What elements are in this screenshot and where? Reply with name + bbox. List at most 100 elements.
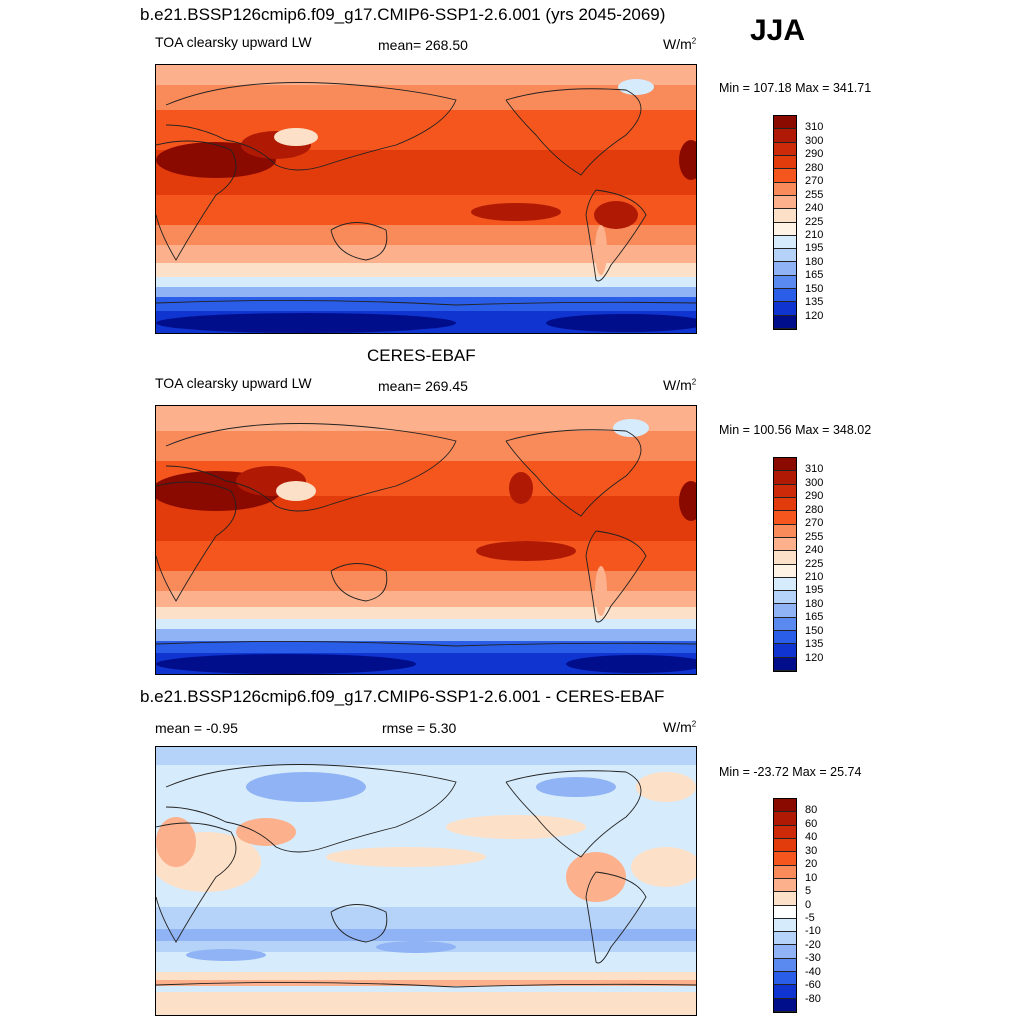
colorbar-swatch	[774, 865, 796, 879]
coastline-south-america	[585, 189, 647, 282]
colorbar-swatch	[774, 289, 796, 303]
panel-2-minmax-label: Min = 100.56 Max = 348.02	[719, 423, 872, 437]
panel-1-colorbar	[773, 115, 797, 330]
map-band	[156, 619, 696, 629]
colorbar-swatch	[774, 524, 796, 538]
coastline-eurasia	[165, 764, 457, 853]
colorbar-tick-label: 300	[805, 134, 824, 147]
colorbar-swatch	[774, 591, 796, 605]
colorbar-tick-label: 135	[805, 638, 824, 651]
coastline-australia	[330, 222, 388, 261]
cool-spot-greenland	[618, 79, 654, 95]
colorbar-tick-label: 195	[805, 584, 824, 597]
colorbar-tick-label: -5	[805, 911, 815, 924]
hot-spot-pacific	[476, 541, 576, 561]
colorbar-tick-label: 0	[805, 898, 812, 911]
panel-1-map	[155, 64, 697, 334]
colorbar-swatch	[774, 617, 796, 632]
colorbar-swatch	[774, 116, 796, 130]
cool-patch	[246, 772, 366, 802]
colorbar-tick-label: 270	[805, 175, 824, 188]
colorbar-tick-label: 255	[805, 530, 824, 543]
colorbar-tick-label: 150	[805, 624, 824, 637]
coastline-antarctica	[156, 299, 696, 306]
colorbar-tick-label: 310	[805, 463, 824, 476]
cool-spot-tibet	[276, 481, 316, 501]
cool-patch	[186, 949, 266, 961]
colorbar-tick-label: -20	[805, 938, 821, 951]
colorbar-swatch	[774, 945, 796, 959]
colorbar-swatch	[774, 644, 796, 658]
colorbar-tick-label: 290	[805, 490, 824, 503]
colorbar-tick-label: -10	[805, 925, 821, 938]
colorbar-swatch	[774, 799, 796, 813]
coastline-north-america	[505, 770, 642, 858]
colorbar-tick-label: 20	[805, 858, 818, 871]
warm-patch	[636, 772, 696, 802]
deep-cold-antarctica	[566, 655, 696, 673]
colorbar-tick-label: 280	[805, 161, 824, 174]
colorbar-swatch	[774, 998, 796, 1012]
map-band	[156, 225, 696, 245]
colorbar-tick-label: 240	[805, 202, 824, 215]
map-band	[156, 980, 696, 986]
colorbar-swatch	[774, 905, 796, 919]
colorbar-swatch	[774, 275, 796, 290]
map-band	[156, 929, 696, 941]
coastlines	[156, 764, 696, 988]
coastline-eurasia	[165, 82, 457, 171]
map-band	[156, 263, 696, 277]
panel-3-rmse-label: rmse = 5.30	[382, 720, 457, 736]
colorbar-swatch	[774, 458, 796, 472]
panel-2-map	[155, 405, 697, 675]
colorbar-tick-label: 120	[805, 309, 824, 322]
panel-1-mean-label: mean= 268.50	[378, 37, 468, 53]
colorbar-tick-label: 225	[805, 215, 824, 228]
coastline-south-america	[585, 530, 647, 623]
coastline-north-america	[505, 429, 642, 517]
colorbar-tick-label: -30	[805, 952, 821, 965]
colorbar-swatch	[774, 302, 796, 316]
warm-patch	[326, 847, 486, 867]
colorbar-tick-label: -80	[805, 992, 821, 1005]
map-band	[156, 541, 696, 571]
panel-3-map	[155, 746, 697, 1016]
colorbar-tick-label: 210	[805, 228, 824, 241]
coastline-antarctica	[156, 640, 696, 647]
coastline-antarctica	[156, 981, 696, 988]
warm-patch	[156, 817, 196, 867]
colorbar-tick-label: 180	[805, 597, 824, 610]
coastline-africa	[156, 140, 237, 261]
colorbar-swatch	[774, 631, 796, 645]
panel-2-mean-label: mean= 269.45	[378, 378, 468, 394]
coastlines	[156, 82, 696, 306]
panel-3-title: b.e21.BSSP126cmip6.f09_g17.CMIP6-SSP1-2.…	[140, 687, 665, 706]
colorbar-swatch	[774, 972, 796, 986]
colorbar-swatch	[774, 169, 796, 183]
colorbar-tick-label: 310	[805, 121, 824, 134]
map-band	[156, 629, 696, 641]
coastline-north-america	[505, 88, 642, 176]
coastlines	[156, 423, 696, 647]
panel-1-units-label: W/m2	[663, 36, 697, 52]
colorbar-swatch	[774, 878, 796, 893]
panel-2-colorbar	[773, 457, 797, 672]
panel-3-minmax-label: Min = -23.72 Max = 25.74	[719, 765, 862, 779]
cool-spot-andes	[595, 225, 607, 275]
colorbar-tick-label: 120	[805, 651, 824, 664]
colorbar-swatch	[774, 471, 796, 485]
colorbar-tick-label: -60	[805, 979, 821, 992]
panel-2-units-label: W/m2	[663, 377, 697, 393]
colorbar-tick-label: 280	[805, 503, 824, 516]
map-band	[156, 747, 696, 765]
colorbar-tick-label: 210	[805, 570, 824, 583]
colorbar-swatch	[774, 838, 796, 853]
colorbar-swatch	[774, 262, 796, 276]
coastline-eurasia	[165, 423, 457, 512]
colorbar-tick-label: 150	[805, 282, 824, 295]
colorbar-tick-label: 165	[805, 611, 824, 624]
colorbar-tick-label: 165	[805, 269, 824, 282]
deep-cold-antarctica	[156, 313, 456, 333]
colorbar-swatch	[774, 958, 796, 973]
colorbar-swatch	[774, 222, 796, 236]
